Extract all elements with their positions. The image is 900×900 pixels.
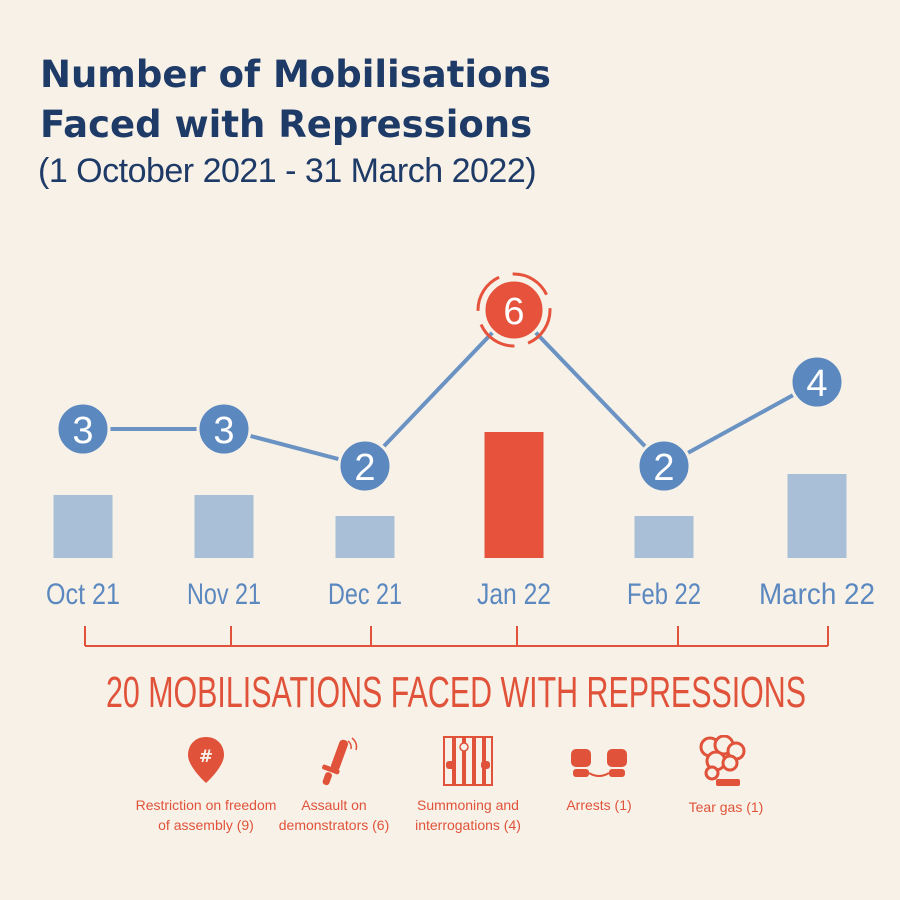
tick-label: Feb 22 <box>627 578 701 611</box>
bar <box>194 495 254 558</box>
data-label: 2 <box>354 447 375 489</box>
legend-label-line-1: Summoning and <box>417 797 519 813</box>
highlight-ring <box>476 272 552 348</box>
title-line-2: Faced with Repressions <box>40 103 533 146</box>
data-point <box>482 278 546 342</box>
data-label: 3 <box>72 410 93 452</box>
legend-label-line-2: interrogations (4) <box>415 817 521 833</box>
bar <box>787 474 847 558</box>
legend-item-assault: Assault on demonstrators (6) <box>259 735 409 835</box>
bar <box>484 432 544 558</box>
svg-text:#: # <box>199 747 213 767</box>
legend-item-tear-gas: Tear gas (1) <box>651 735 801 817</box>
data-point <box>789 354 845 410</box>
data-point <box>636 438 692 494</box>
legend-item-summoning: Summoning and interrogations (4) <box>393 735 543 835</box>
data-label: 6 <box>503 291 524 333</box>
legend-item-restriction: # Restriction on freedom of assembly (9) <box>131 735 281 835</box>
legend-label-line-1: Arrests (1) <box>566 797 632 813</box>
chart-subtitle: (1 October 2021 - 31 March 2022) <box>38 152 537 190</box>
tick-label: Nov 21 <box>187 578 261 611</box>
jail-bars-icon <box>443 736 493 786</box>
legend-label-line-1: Restriction on freedom <box>135 797 277 813</box>
handcuffs-icon <box>571 749 627 777</box>
data-point <box>55 401 111 457</box>
tear-gas-icon <box>699 735 746 786</box>
series-line <box>83 307 818 469</box>
legend-item-arrests: Arrests (1) <box>524 735 674 815</box>
tick-label: March 22 <box>759 578 875 611</box>
chart-title: Number of Mobilisations Faced with Repre… <box>40 50 551 150</box>
legend-label-line-2: demonstrators (6) <box>278 817 390 833</box>
data-label: 2 <box>653 447 674 489</box>
tick-label: Jan 22 <box>477 578 551 611</box>
map-pin-hashtag-icon: # <box>188 737 224 783</box>
data-label: 4 <box>806 363 827 405</box>
title-line-1: Number of Mobilisations <box>40 53 551 96</box>
total-label: 20 MOBILISATIONS FACED WITH REPRESSIONS <box>106 668 806 717</box>
bar <box>634 516 694 558</box>
bar <box>335 516 395 558</box>
baton-icon <box>322 737 358 786</box>
legend-label-line-2: of assembly (9) <box>158 817 254 833</box>
legend-label-line-1: Tear gas (1) <box>688 799 764 815</box>
data-point <box>337 438 393 494</box>
bar <box>53 495 113 558</box>
tick-label: Oct 21 <box>46 578 120 611</box>
data-point <box>196 401 252 457</box>
legend-label-line-1: Assault on <box>301 797 367 813</box>
data-label: 3 <box>213 410 234 452</box>
tick-label: Dec 21 <box>328 578 402 611</box>
